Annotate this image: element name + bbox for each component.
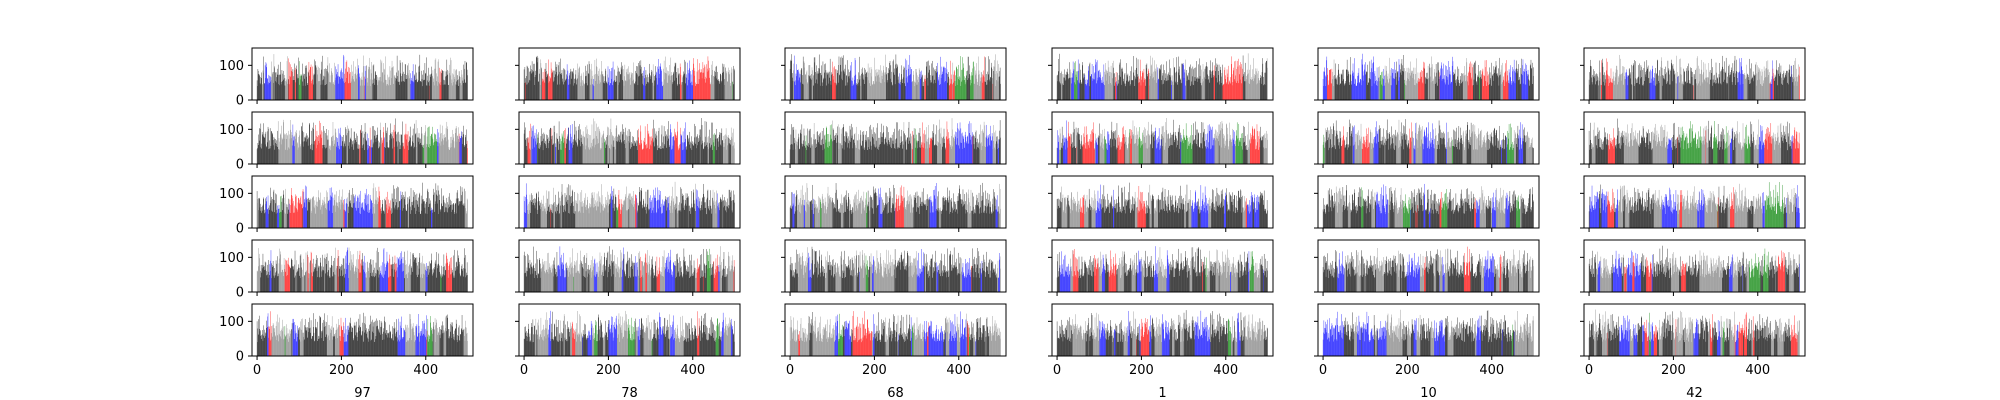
panel-r0-c2 — [781, 47, 1007, 104]
axes-frame — [251, 47, 474, 101]
y-tick-label: 100 — [219, 123, 244, 138]
panel-r1-c1 — [515, 111, 741, 168]
axes-frame — [784, 111, 1007, 165]
axes-frame — [251, 111, 474, 165]
panel-r0-c0: 0 100 — [219, 47, 474, 109]
axes-frame — [1317, 47, 1540, 101]
axes-frame — [518, 111, 741, 165]
bar-series — [523, 118, 735, 164]
panel-r0-c1 — [515, 47, 741, 104]
axes-frame — [1583, 47, 1806, 101]
bar-series — [256, 54, 468, 100]
axes-frame — [784, 47, 1007, 101]
bar-series — [1322, 53, 1534, 100]
bar-series — [1056, 117, 1268, 164]
bar-series — [1588, 54, 1800, 100]
panel-r1-c2 — [781, 111, 1007, 168]
bar-series — [789, 118, 1001, 164]
panel-r0-c5 — [1580, 47, 1806, 104]
y-tick-label: 0 — [236, 158, 244, 173]
bar-series — [1056, 53, 1268, 100]
bar-series — [789, 54, 1001, 100]
axes-frame — [518, 47, 741, 101]
panel-r0-c4 — [1314, 47, 1540, 104]
panel-r0-c3 — [1048, 47, 1274, 104]
bar-series — [523, 55, 735, 100]
y-tick-label: 100 — [219, 59, 244, 74]
y-tick-label: 0 — [236, 94, 244, 109]
panel-r1-c3 — [1048, 111, 1274, 168]
bar-series — [256, 118, 468, 164]
panel-r1-c0: 0 100 — [219, 111, 474, 173]
axes-frame — [1051, 47, 1274, 101]
